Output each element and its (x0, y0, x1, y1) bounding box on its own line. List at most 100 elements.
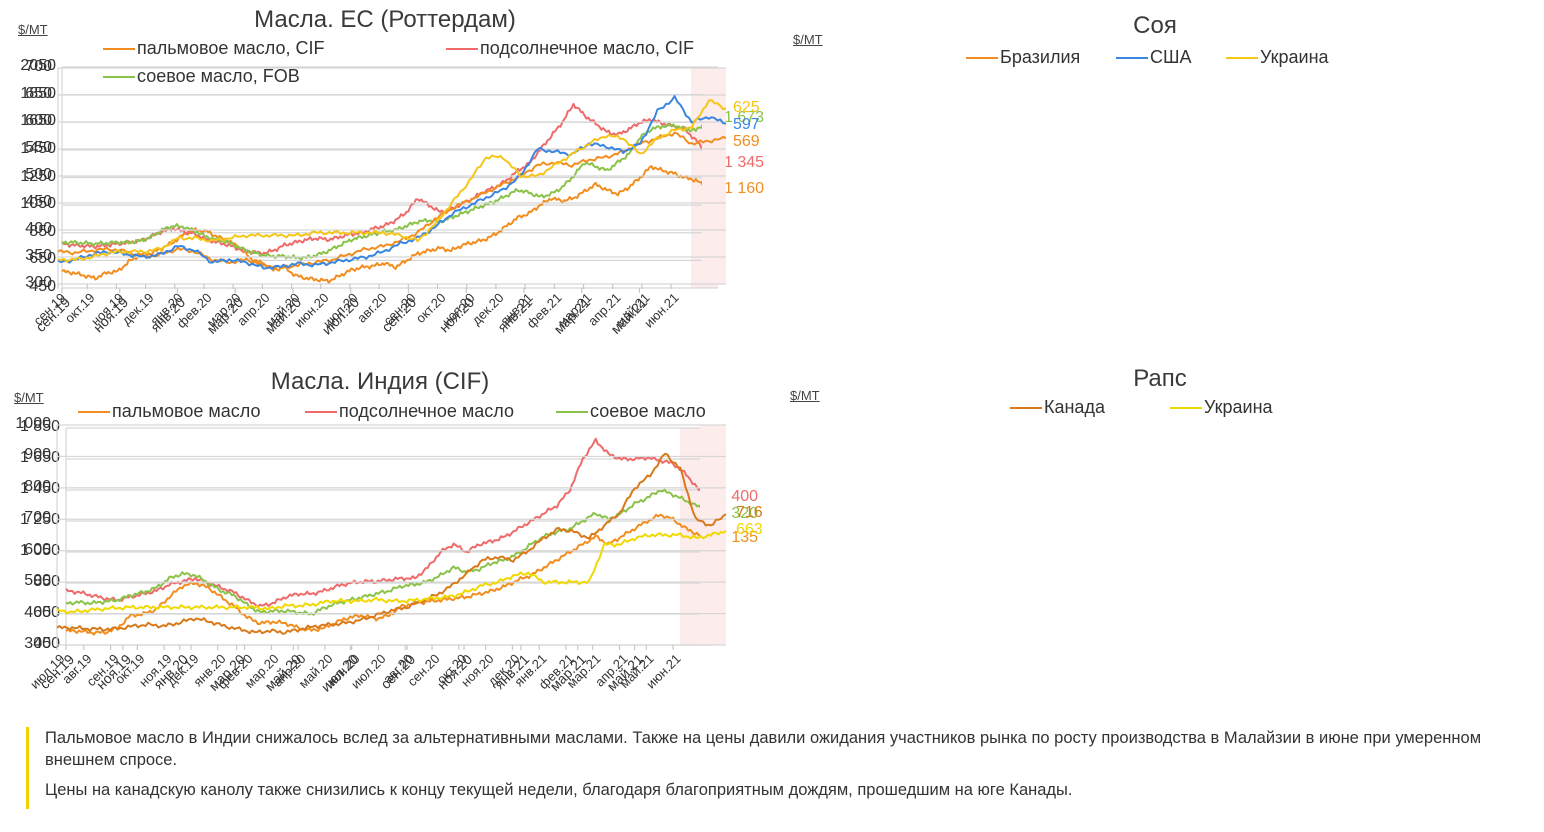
y-tick-label: 1 250 (19, 511, 60, 528)
y-tick-label: 500 (24, 572, 51, 590)
y-tick-label: 300 (24, 635, 51, 652)
end-value-label: 1 160 (724, 179, 765, 197)
legend-swatch (556, 410, 588, 413)
legend-label: Украина (1204, 397, 1273, 417)
end-value-label: 1 345 (724, 154, 765, 172)
end-value-label: 625 (733, 98, 760, 116)
y-tick-label: 850 (33, 573, 60, 590)
y-tick-label: 1250 (20, 167, 56, 185)
end-value-label: 1 400 (718, 487, 759, 505)
y-tick-label: 2050 (20, 57, 56, 74)
unit-label: $/MT (14, 390, 44, 405)
end-value-label: 1 320 (718, 504, 759, 522)
legend-label: соевое масло, FOB (137, 66, 300, 86)
unit-label: $/MT (793, 32, 823, 47)
y-tick-label: 650 (33, 604, 60, 621)
end-value-label: 597 (733, 115, 760, 133)
series-line-2 (61, 102, 719, 257)
end-value-label: 716 (736, 504, 763, 522)
y-tick-label: 1050 (20, 195, 56, 213)
series-line-1 (56, 452, 727, 635)
series-line-3 (61, 117, 719, 261)
legend-swatch (305, 410, 337, 413)
y-tick-label: 450 (25, 193, 52, 210)
y-tick-label: 900 (24, 446, 51, 464)
y-tick-label: 1850 (20, 84, 56, 102)
y-tick-label: 650 (25, 85, 52, 102)
chart-title: Масла. Индия (CIF) (270, 368, 490, 395)
series-line-1 (61, 165, 719, 284)
legend-item-usa: США (1116, 47, 1192, 68)
y-tick-label: 700 (24, 509, 51, 527)
y-tick-label: 1000 (15, 415, 51, 432)
y-tick-label: 600 (24, 540, 51, 558)
legend-swatch (78, 410, 110, 413)
plot-area (56, 424, 727, 650)
series-line-2 (57, 95, 727, 270)
legend-label: подсолнечное масло, CIF (480, 38, 694, 58)
legend-item-palm: пальмовое масло, CIF (103, 38, 325, 59)
series-line-3 (57, 99, 727, 263)
commentary-paragraph: Пальмовое масло в Индии снижалось вслед … (45, 729, 1482, 769)
series-line-2 (65, 437, 712, 608)
y-tick-label: 1 050 (19, 542, 60, 559)
y-tick-label: 400 (24, 603, 51, 621)
plot-area (57, 67, 727, 289)
legend-swatch (446, 47, 478, 50)
y-tick-label: 500 (25, 166, 52, 183)
legend-item-sunflower: подсолнечное масло, CIF (446, 38, 694, 59)
series-line-1 (65, 513, 713, 636)
legend-label: Украина (1260, 47, 1329, 67)
series-line-2 (56, 530, 727, 615)
y-tick-label: 450 (29, 278, 56, 295)
y-tick-label: 450 (33, 635, 60, 652)
y-tick-label: 350 (25, 247, 52, 264)
end-value-label: 1 135 (718, 528, 759, 546)
y-tick-label: 1650 (20, 112, 56, 130)
legend-swatch (966, 56, 998, 59)
legend-swatch (1116, 56, 1148, 59)
chart-title: Соя (1133, 12, 1177, 39)
legend-label: пальмовое масло (112, 401, 261, 421)
legend-label: соевое масло (590, 401, 706, 421)
chart-title: Масла. ЕС (Роттердам) (254, 6, 516, 33)
y-tick-label: 800 (24, 477, 51, 495)
unit-label: $/MT (18, 22, 48, 37)
end-value-label: 663 (736, 521, 763, 539)
legend-swatch (1010, 406, 1042, 409)
legend-swatch (1226, 56, 1258, 59)
chart-title: Рапс (1133, 365, 1187, 392)
end-value-label: 569 (733, 132, 760, 150)
legend-swatch (103, 47, 135, 50)
chart-soy: Соя $/MT Бразилия США Украина 300 350 400 4… (25, 0, 1544, 360)
y-tick-label: 850 (29, 222, 56, 240)
legend-label: США (1150, 47, 1192, 67)
legend-label: Бразилия (1000, 47, 1081, 67)
legend-item-sunflower: подсолнечное масло (305, 401, 514, 422)
legend-item-ukraine: Украина (1226, 47, 1329, 68)
legend-item-palm: пальмовое масло (78, 401, 261, 422)
chart-rapeseed: Рапс $/MT Канада Украина 300 400 500 600 700… (15, 360, 1544, 720)
legend-label: Канада (1044, 397, 1105, 417)
series-line-3 (65, 488, 713, 616)
unit-label: $/MT (790, 388, 820, 403)
y-tick-label: 1 450 (19, 480, 60, 497)
y-tick-label: 1450 (20, 139, 56, 157)
y-tick-label: 400 (25, 220, 52, 237)
legend-item-canada: Канада (1010, 397, 1105, 418)
legend-swatch (1170, 406, 1202, 409)
legend-label: пальмовое масло, CIF (137, 38, 325, 58)
highlight-region (700, 425, 726, 645)
legend-item-soy: соевое масло (556, 401, 706, 422)
end-value-label: 1 673 (724, 109, 765, 127)
legend-item-brazil: Бразилия (966, 47, 1080, 68)
legend-swatch (103, 75, 135, 78)
legend-label: подсолнечное масло (339, 401, 514, 421)
legend-item-ukraine: Украина (1170, 397, 1273, 418)
y-tick-label: 600 (25, 112, 52, 129)
y-tick-label: 300 (25, 274, 52, 291)
y-tick-label: 550 (25, 139, 52, 156)
legend-item-soy: соевое масло, FOB (103, 66, 300, 87)
y-tick-label: 700 (25, 58, 52, 75)
y-tick-label: 1 650 (19, 449, 60, 466)
